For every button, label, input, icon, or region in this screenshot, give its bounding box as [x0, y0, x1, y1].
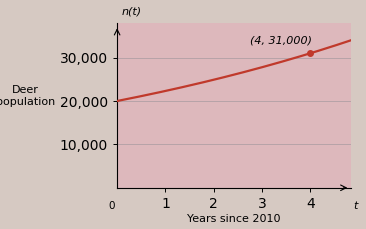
- Text: n(t): n(t): [122, 6, 142, 16]
- Text: Deer
population: Deer population: [0, 85, 55, 107]
- Text: t: t: [354, 201, 358, 211]
- Text: Years since 2010: Years since 2010: [187, 214, 281, 224]
- Text: (4, 31,000): (4, 31,000): [250, 36, 312, 46]
- Text: 0: 0: [108, 201, 115, 211]
